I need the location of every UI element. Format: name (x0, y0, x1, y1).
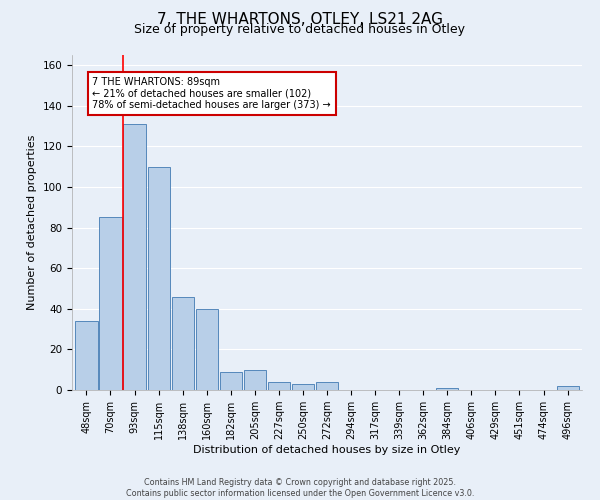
Bar (557, 386, 578, 390)
Bar (100, 218, 122, 390)
Bar (220, 372, 242, 390)
Bar (148, 166, 170, 390)
Y-axis label: Number of detached properties: Number of detached properties (27, 135, 37, 310)
Bar (436, 388, 458, 390)
Bar (244, 370, 266, 390)
Bar (268, 382, 290, 390)
Bar (76, 321, 98, 390)
Text: Size of property relative to detached houses in Otley: Size of property relative to detached ho… (134, 22, 466, 36)
Text: Contains HM Land Registry data © Crown copyright and database right 2025.
Contai: Contains HM Land Registry data © Crown c… (126, 478, 474, 498)
Bar (124, 124, 146, 390)
Bar (316, 382, 338, 390)
Text: 7, THE WHARTONS, OTLEY, LS21 2AG: 7, THE WHARTONS, OTLEY, LS21 2AG (157, 12, 443, 28)
Text: 7 THE WHARTONS: 89sqm
← 21% of detached houses are smaller (102)
78% of semi-det: 7 THE WHARTONS: 89sqm ← 21% of detached … (92, 77, 331, 110)
Bar (172, 296, 194, 390)
X-axis label: Distribution of detached houses by size in Otley: Distribution of detached houses by size … (193, 445, 461, 455)
Bar (292, 384, 314, 390)
Bar (196, 309, 218, 390)
